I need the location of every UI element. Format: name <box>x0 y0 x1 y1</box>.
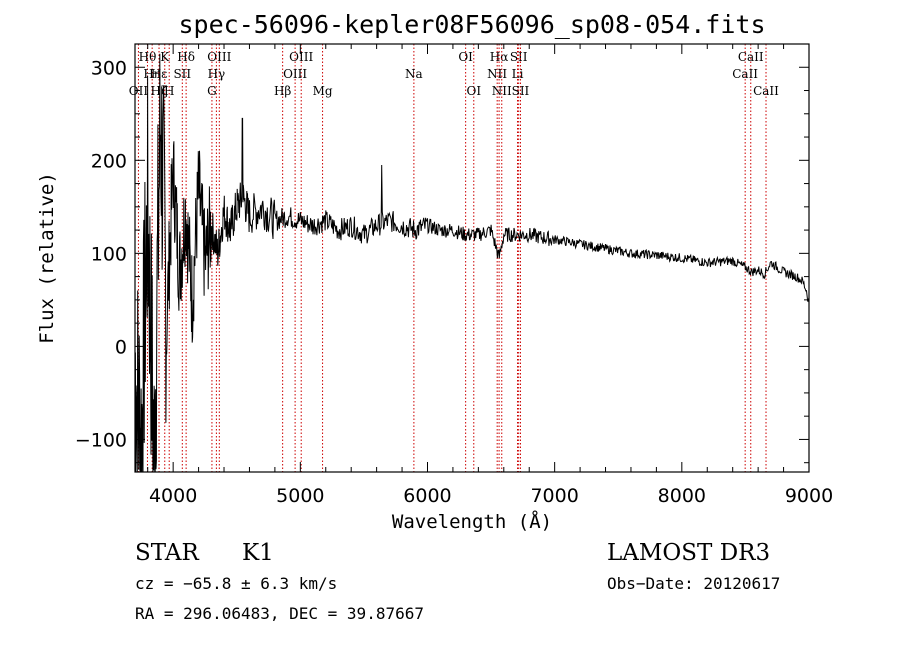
marker-label: SII <box>510 50 528 64</box>
survey-name: LAMOST DR3 <box>607 540 770 566</box>
marker-label: CaII <box>738 50 764 64</box>
marker-label: Mg <box>313 84 333 98</box>
marker-label: Hβ <box>274 84 291 98</box>
plot-frame <box>134 43 810 473</box>
marker-label: Hα <box>490 50 509 64</box>
y-tick-label: −100 <box>75 429 127 451</box>
marker-label: CaII <box>753 84 779 98</box>
marker-label: Hε <box>151 67 168 81</box>
marker-label: Li <box>512 67 524 81</box>
plot-area <box>134 53 810 473</box>
marker-label: NII <box>492 84 512 98</box>
coordinates: RA = 296.06483, DEC = 39.87667 <box>135 604 424 623</box>
spectrum-line <box>134 53 810 473</box>
y-tick-label: 100 <box>91 243 127 265</box>
marker-label: NII <box>487 67 507 81</box>
y-tick-label: 300 <box>91 57 127 79</box>
object-class: STAR <box>135 540 199 566</box>
x-axis-label: Wavelength (Å) <box>392 510 552 533</box>
marker-label: OIII <box>289 50 313 64</box>
x-tick-label: 4000 <box>149 485 197 507</box>
marker-label: Na <box>405 67 423 81</box>
x-tick-label: 5000 <box>276 485 324 507</box>
marker-label: K <box>160 50 170 64</box>
marker-label: Hγ <box>208 67 226 81</box>
y-axis: −100 0 100 200 300 <box>75 43 809 464</box>
marker-label: OI <box>458 50 473 64</box>
y-tick-label: 0 <box>115 336 127 358</box>
marker-label: G <box>207 84 217 98</box>
x-tick-label: 9000 <box>785 485 833 507</box>
marker-label: H <box>164 84 174 98</box>
redshift-velocity: cz = −65.8 ± 6.3 km/s <box>135 574 337 593</box>
marker-label: SII <box>512 84 530 98</box>
marker-label: Hθ <box>139 50 157 64</box>
marker-label: OIII <box>207 50 231 64</box>
y-tick-label: 200 <box>91 150 127 172</box>
y-axis-label: Flux (relative) <box>36 172 58 344</box>
marker-label: Hδ <box>177 50 195 64</box>
marker-label: OIII <box>283 67 307 81</box>
observation-date: Obs−Date: 20120617 <box>607 574 780 593</box>
x-tick-label: 8000 <box>658 485 706 507</box>
marker-label: OI <box>466 84 481 98</box>
x-tick-label: 6000 <box>403 485 451 507</box>
x-axis: 4000 5000 6000 7000 8000 9000 <box>147 44 833 507</box>
chart-title: spec-56096-kepler08F56096_sp08-054.fits <box>179 10 766 39</box>
x-tick-label: 7000 <box>530 485 578 507</box>
marker-label: SII <box>173 67 191 81</box>
marker-label: CaII <box>732 67 758 81</box>
object-subclass: K1 <box>242 540 274 566</box>
